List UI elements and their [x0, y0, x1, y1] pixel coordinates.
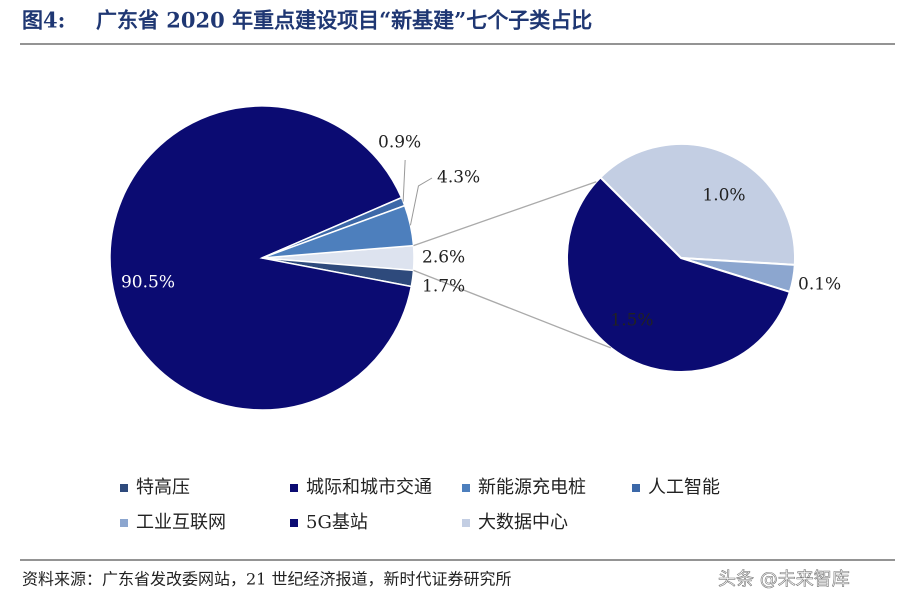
legend-label: 城际和城市交通 — [306, 477, 432, 498]
figure-label: 图4: — [22, 8, 65, 33]
legend-swatch — [462, 519, 470, 527]
pie-slice — [109, 105, 413, 411]
connector-line — [413, 181, 597, 247]
legend-label: 新能源充电桩 — [478, 477, 586, 498]
sub-pie-slice — [566, 175, 792, 373]
data-label: 2.6% — [422, 248, 465, 268]
legend-swatch — [120, 484, 128, 492]
chart-title: 广东省 2020 年重点建设项目“新基建”七个子类占比 — [96, 8, 592, 33]
data-label: 90.5% — [121, 273, 175, 293]
legend-swatch — [290, 519, 298, 527]
data-label: 0.1% — [798, 275, 841, 295]
legend-label: 5G基站 — [306, 512, 368, 533]
sub-pie-slice — [598, 143, 796, 266]
legend-label: 人工智能 — [648, 477, 720, 498]
connector-line — [413, 269, 612, 349]
leader-line — [402, 159, 406, 202]
legend-label: 特高压 — [136, 477, 190, 498]
leader-line — [409, 177, 433, 226]
watermark: 头条 @未来智库 — [718, 569, 850, 590]
legend-swatch — [290, 484, 298, 492]
legend-label: 工业互联网 — [136, 512, 226, 533]
legend-swatch — [632, 484, 640, 492]
data-label: 1.5% — [610, 311, 653, 331]
legend-swatch — [120, 519, 128, 527]
data-label: 1.0% — [702, 186, 745, 206]
data-label: 0.9% — [378, 133, 421, 153]
data-label: 4.3% — [437, 168, 480, 188]
source: 资料来源：广东省发改委网站，21 世纪经济报道，新时代证券研究所 — [22, 570, 511, 589]
legend-swatch — [462, 484, 470, 492]
data-label: 1.7% — [422, 277, 465, 297]
legend-label: 大数据中心 — [478, 512, 568, 533]
